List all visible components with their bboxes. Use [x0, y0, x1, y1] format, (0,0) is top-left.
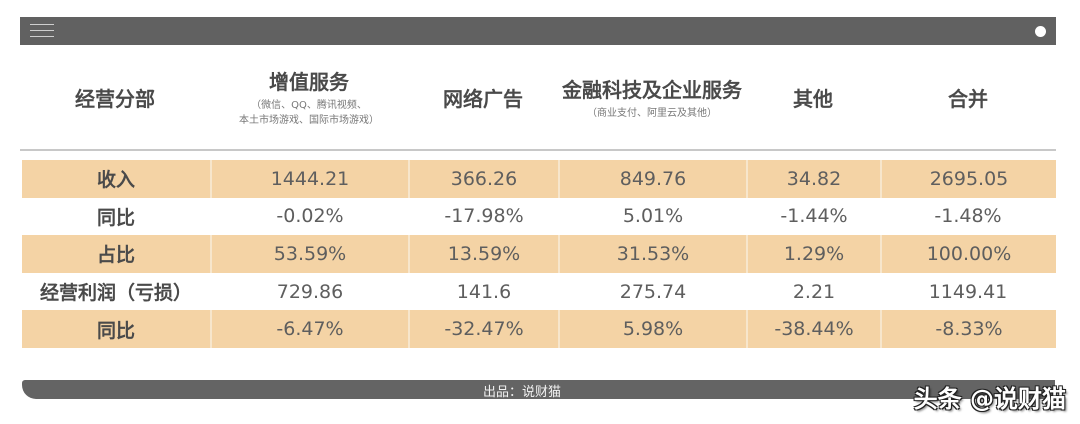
table-cell: 366.26	[410, 160, 560, 198]
table-cell: 275.74	[619, 280, 687, 303]
header-total: 合并	[880, 45, 1056, 149]
header-subtitle: （商业支付、阿里云及其他）	[587, 107, 717, 119]
table-cell: 5.98%	[560, 310, 748, 348]
table-cell: 31.53%	[560, 235, 748, 273]
hamburger-menu-icon[interactable]	[30, 24, 54, 38]
row-label: 同比	[96, 206, 135, 229]
table-cell: 141.6	[456, 280, 512, 303]
table-header: 经营分部 增值服务 （微信、QQ、腾讯视频、 本土市场游戏、国际市场游戏） 网络…	[20, 45, 1056, 149]
table-cell: 1149.41	[928, 280, 1008, 303]
table-cell: 5.01%	[622, 205, 684, 228]
row-label: 同比	[22, 310, 212, 348]
table-row-share: 占比 53.59% 13.59% 31.53% 1.29% 100.00%	[22, 235, 1056, 273]
header-subtitle-line: 本土市场游戏、国际市场游戏）	[239, 115, 379, 126]
table-cell: 100.00%	[882, 235, 1056, 273]
table-row-revenue: 收入 1444.21 366.26 849.76 34.82 2695.05	[22, 160, 1056, 198]
row-label: 经营利润（亏损）	[39, 282, 192, 305]
table-cell: 1.29%	[748, 235, 882, 273]
header-fintech: 金融科技及企业服务 （商业支付、阿里云及其他）	[558, 45, 746, 149]
header-other: 其他	[746, 45, 880, 149]
table-cell: 53.59%	[212, 235, 410, 273]
table-cell: 2.21	[792, 280, 836, 303]
table-cell: 2695.05	[882, 160, 1056, 198]
table-cell: -1.44%	[780, 205, 848, 228]
table-cell: 729.86	[276, 280, 344, 303]
table-cell: -32.47%	[410, 310, 560, 348]
table-cell: 849.76	[560, 160, 748, 198]
header-title: 其他	[793, 86, 833, 111]
data-table: 收入 1444.21 366.26 849.76 34.82 2695.05 同…	[22, 160, 1056, 348]
table-cell: 34.82	[748, 160, 882, 198]
top-bar	[20, 17, 1056, 45]
table-row-operating-profit: 经营利润（亏损） 729.86 141.6 275.74 2.21 1149.4…	[22, 273, 1056, 311]
header-value-added-services: 增值服务 （微信、QQ、腾讯视频、 本土市场游戏、国际市场游戏）	[210, 45, 408, 149]
table-cell: -1.48%	[934, 205, 1002, 228]
header-online-ads: 网络广告	[408, 45, 558, 149]
table-cell: -0.02%	[276, 205, 344, 228]
header-subtitle-line: （微信、QQ、腾讯视频、	[251, 100, 367, 111]
row-label: 收入	[22, 160, 212, 198]
watermark: 头条 @说财猫	[913, 385, 1066, 413]
header-title: 金融科技及企业服务	[562, 77, 742, 102]
row-label: 占比	[22, 235, 212, 273]
table-row-profit-yoy: 同比 -6.47% -32.47% 5.98% -38.44% -8.33%	[22, 310, 1056, 348]
header-title: 经营分部	[75, 86, 155, 111]
circle-dot-icon[interactable]	[1035, 26, 1046, 37]
table-cell: 13.59%	[410, 235, 560, 273]
header-subtitle: （微信、QQ、腾讯视频、 本土市场游戏、国际市场游戏）	[239, 98, 379, 128]
footer-bar: 出品：说财猫	[22, 380, 1055, 400]
table-row-revenue-yoy: 同比 -0.02% -17.98% 5.01% -1.44% -1.48%	[22, 198, 1056, 236]
header-segment: 经营分部	[20, 45, 210, 149]
table-cell: -38.44%	[748, 310, 882, 348]
header-title: 网络广告	[443, 86, 523, 111]
header-divider	[20, 149, 1056, 151]
table-cell: -8.33%	[882, 310, 1056, 348]
header-title: 合并	[948, 86, 988, 111]
table-cell: 1444.21	[212, 160, 410, 198]
table-cell: -17.98%	[444, 205, 524, 228]
footer-credit: 出品：说财猫	[482, 385, 561, 400]
table-cell: -6.47%	[212, 310, 410, 348]
header-title: 增值服务	[269, 70, 349, 94]
